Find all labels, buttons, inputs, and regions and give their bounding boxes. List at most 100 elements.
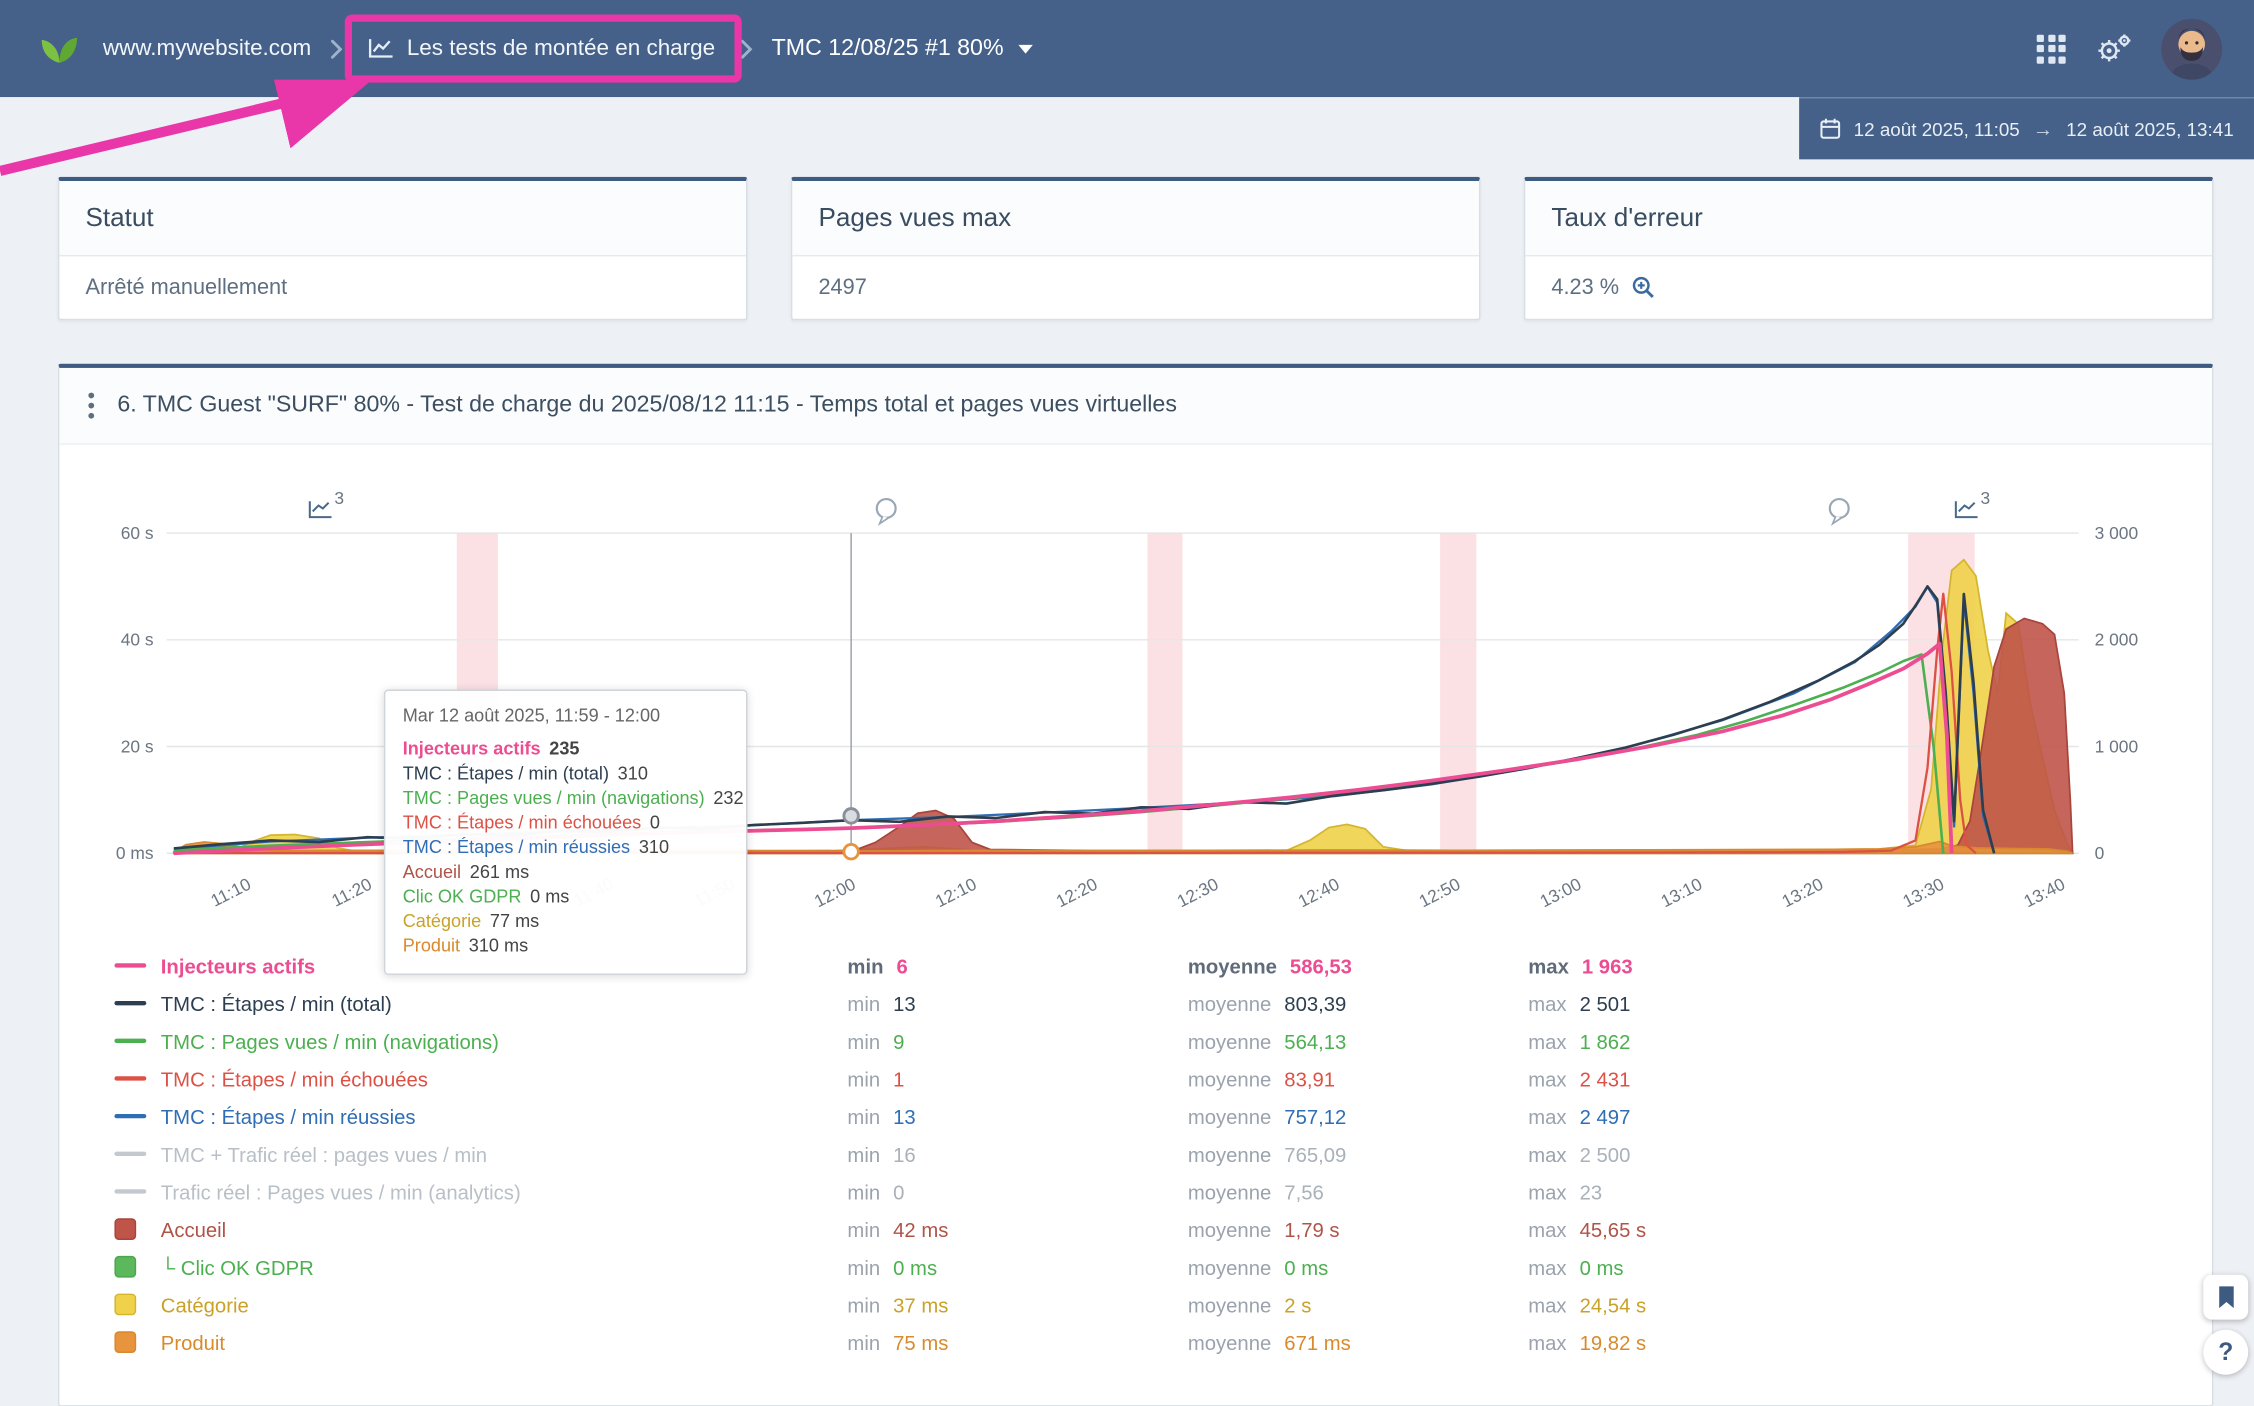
legend-swatch bbox=[114, 1152, 146, 1156]
x-axis-label: 12:50 bbox=[1416, 873, 1464, 911]
legend-stat-value: 2 s bbox=[1284, 1293, 1311, 1316]
avatar[interactable] bbox=[2161, 18, 2222, 79]
legend-stat-value: 13 bbox=[893, 1105, 916, 1128]
legend-series-name: └ Clic OK GDPR bbox=[161, 1255, 848, 1278]
chart-annotation-icon[interactable]: 3 bbox=[310, 487, 344, 516]
legend-stat-label: max bbox=[1528, 954, 1569, 977]
zoom-in-icon[interactable] bbox=[1631, 275, 1656, 300]
help-button[interactable]: ? bbox=[2203, 1330, 2248, 1375]
legend-stat-label: min bbox=[847, 1029, 880, 1052]
chart-annotation-icon[interactable]: 3 bbox=[1956, 487, 1990, 516]
legend-stat-label: min bbox=[847, 1218, 880, 1241]
run-selector-label: TMC 12/08/25 #1 80% bbox=[772, 35, 1004, 61]
legend-stat-label: moyenne bbox=[1188, 1142, 1271, 1165]
legend-stat-value: 83,91 bbox=[1284, 1067, 1335, 1090]
apps-grid-icon[interactable] bbox=[2037, 34, 2066, 63]
legend-stat-value: 45,65 s bbox=[1580, 1218, 1647, 1241]
legend-stat-value: 7,56 bbox=[1284, 1180, 1323, 1203]
legend-stat-label: min bbox=[847, 954, 883, 977]
sprout-logo bbox=[38, 27, 81, 70]
run-selector[interactable]: TMC 12/08/25 #1 80% bbox=[772, 35, 1033, 61]
gears-icon[interactable] bbox=[2095, 31, 2133, 66]
legend-stat-value: 803,39 bbox=[1284, 992, 1346, 1015]
x-axis-label: 12:10 bbox=[932, 873, 980, 911]
y-axis-left-label: 60 s bbox=[121, 522, 154, 542]
legend-swatch bbox=[114, 1114, 146, 1118]
chart-event-band bbox=[1440, 532, 1476, 852]
breadcrumb-site[interactable]: www.mywebsite.com bbox=[103, 35, 311, 61]
breadcrumb-section[interactable]: Les tests de montée en charge bbox=[362, 35, 721, 61]
y-axis-right-label: 0 bbox=[2095, 842, 2105, 862]
svg-text:3: 3 bbox=[1980, 487, 1990, 507]
bookmark-icon bbox=[2216, 1285, 2236, 1310]
legend-swatch bbox=[114, 1001, 146, 1005]
legend-stat-value: 1 963 bbox=[1582, 954, 1633, 977]
date-range-from: 12 août 2025, 11:05 bbox=[1854, 118, 2020, 140]
top-nav: www.mywebsite.com Les tests de montée en… bbox=[0, 0, 2254, 97]
legend-stat-value: 16 bbox=[893, 1142, 916, 1165]
legend-series-name: TMC : Pages vues / min (navigations) bbox=[161, 1029, 848, 1052]
chevron-right-icon bbox=[740, 38, 753, 58]
card-taux-erreur: Taux d'erreur 4.23 % bbox=[1524, 177, 2214, 320]
x-axis-label: 11:40 bbox=[570, 873, 617, 910]
legend-stat-label: min bbox=[847, 1255, 880, 1278]
y-axis-right-label: 3 000 bbox=[2095, 522, 2138, 542]
legend-stat-label: min bbox=[847, 992, 880, 1015]
legend-stat-label: min bbox=[847, 1105, 880, 1128]
series-injecteurs bbox=[174, 643, 1952, 852]
legend-stat-label: max bbox=[1528, 1105, 1566, 1128]
y-axis-left-label: 40 s bbox=[121, 629, 154, 649]
legend-stat-label: max bbox=[1528, 1180, 1566, 1203]
x-axis-label: 12:30 bbox=[1174, 873, 1222, 911]
legend-stat-value: 1 862 bbox=[1580, 1029, 1631, 1052]
kebab-menu-icon[interactable] bbox=[85, 390, 97, 421]
legend-stat-label: moyenne bbox=[1188, 1105, 1271, 1128]
card-value: Arrêté manuellement bbox=[85, 275, 287, 300]
legend-stat-value: 0 ms bbox=[1284, 1255, 1328, 1278]
legend-swatch bbox=[114, 1039, 146, 1043]
legend-stat-label: moyenne bbox=[1188, 1029, 1271, 1052]
x-axis-label: 13:00 bbox=[1537, 873, 1585, 911]
chart-hover-marker bbox=[844, 844, 858, 858]
x-axis-label: 13:10 bbox=[1658, 873, 1706, 911]
y-axis-left-label: 20 s bbox=[121, 736, 154, 756]
comment-annotation-icon[interactable] bbox=[877, 498, 896, 523]
card-title: Taux d'erreur bbox=[1525, 181, 2212, 256]
legend-row[interactable]: Trafic réel : Pages vues / min (analytic… bbox=[114, 1173, 2212, 1211]
legend-series-name: Injecteurs actifs bbox=[161, 954, 848, 977]
legend-stat-value: 564,13 bbox=[1284, 1029, 1346, 1052]
bookmark-button[interactable] bbox=[2203, 1275, 2248, 1320]
date-range-picker[interactable]: 12 août 2025, 11:05 → 12 août 2025, 13:4… bbox=[1799, 97, 2254, 159]
legend-stat-label: max bbox=[1528, 1331, 1566, 1354]
comment-annotation-icon[interactable] bbox=[1830, 498, 1849, 523]
card-title: Pages vues max bbox=[792, 181, 1479, 256]
legend-swatch bbox=[114, 1218, 136, 1240]
legend-stat-label: min bbox=[847, 1067, 880, 1090]
x-axis-label: 13:30 bbox=[1899, 873, 1947, 911]
legend-swatch bbox=[114, 1294, 136, 1316]
x-axis-label: 11:50 bbox=[691, 873, 738, 910]
card-value: 2497 bbox=[818, 275, 866, 300]
help-icon: ? bbox=[2218, 1338, 2233, 1367]
legend-swatch bbox=[114, 1256, 136, 1278]
legend-stat-value: 2 497 bbox=[1580, 1105, 1631, 1128]
breadcrumb-section-label: Les tests de montée en charge bbox=[407, 35, 715, 61]
y-axis-left-label: 0 ms bbox=[116, 842, 154, 862]
legend-stat-value: 671 ms bbox=[1284, 1331, 1351, 1354]
legend-stat-label: max bbox=[1528, 1067, 1566, 1090]
legend-series-name: Produit bbox=[161, 1331, 848, 1354]
legend-stat-value: 42 ms bbox=[893, 1218, 948, 1241]
legend-stat-label: max bbox=[1528, 1255, 1566, 1278]
